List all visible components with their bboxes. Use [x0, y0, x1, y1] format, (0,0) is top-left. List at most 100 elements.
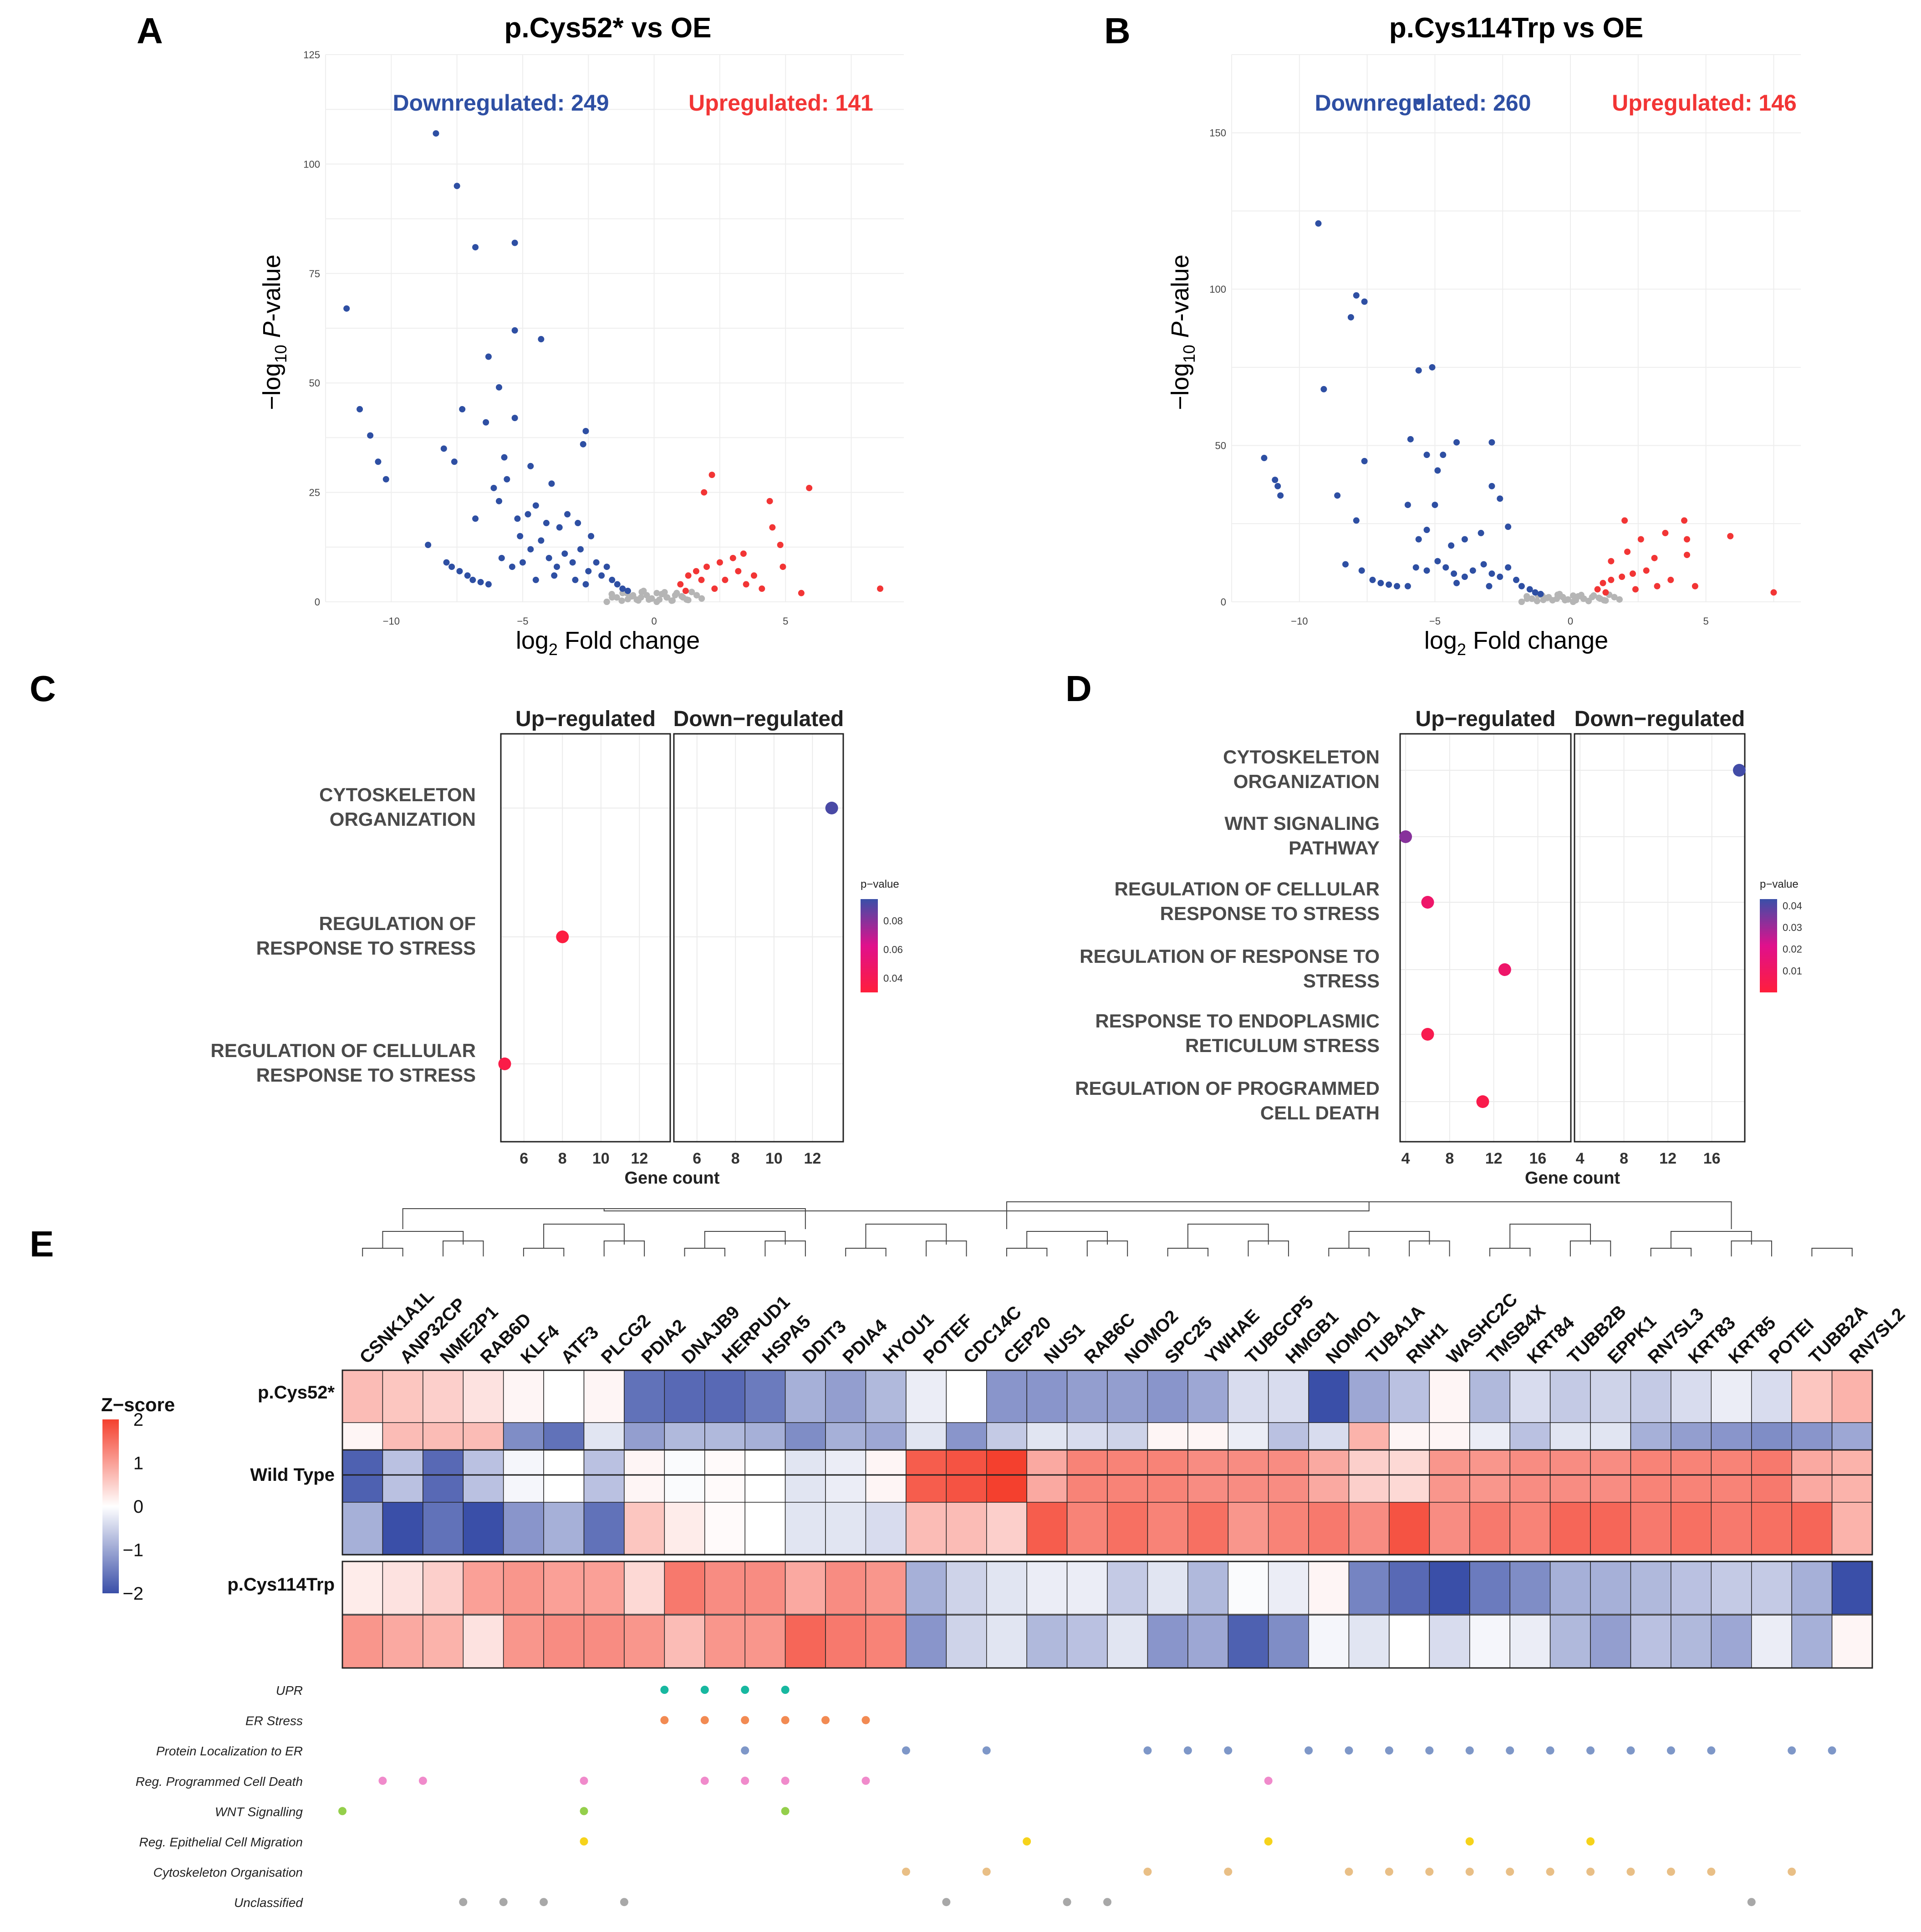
y-tick-label: 50: [1215, 440, 1226, 452]
enrichment-point: [1732, 764, 1746, 777]
down-point: [1423, 567, 1430, 574]
down-point: [556, 524, 563, 531]
ns-point: [683, 596, 690, 603]
x-tick-label: 12: [804, 1150, 821, 1167]
down-point: [585, 568, 592, 575]
up-point: [677, 581, 684, 588]
volcano-b-title: p.Cys114Trp vs OE: [1389, 12, 1643, 44]
heatmap-cell: [744, 1615, 786, 1668]
heatmap-cell: [624, 1502, 665, 1556]
annotation-dot: [620, 1898, 628, 1907]
down-point: [1432, 502, 1438, 508]
down-point: [1277, 492, 1284, 499]
heatmap-cell: [503, 1502, 544, 1556]
down-point: [1386, 581, 1392, 588]
down-point: [1478, 529, 1484, 536]
annotation-dot: [580, 1837, 588, 1846]
down-point: [527, 463, 534, 469]
dendrogram-branch: [1187, 1224, 1269, 1248]
up-point: [798, 590, 805, 596]
annotation-row-label: Reg. Epithelial Cell Migration: [139, 1835, 303, 1849]
heatmap-cell: [1751, 1615, 1792, 1668]
x-tick-label: 12: [1659, 1150, 1676, 1167]
down-point: [1415, 367, 1422, 374]
heatmap-cell: [1147, 1561, 1188, 1615]
heatmap-cell: [1308, 1615, 1350, 1668]
up-point: [1594, 586, 1601, 593]
down-point: [1320, 386, 1327, 392]
down-point: [498, 554, 505, 561]
heatmap-cell: [704, 1370, 745, 1424]
annotation-dot: [1264, 1837, 1273, 1846]
heatmap-cell: [1308, 1449, 1350, 1503]
x-tick-label: 8: [558, 1150, 567, 1167]
annotation-dot: [781, 1716, 790, 1724]
x-tick-label: −5: [517, 615, 528, 627]
volcano-b-y-axis-label: −log10 P-value: [1167, 254, 1198, 410]
heatmap-cell: [624, 1449, 665, 1503]
heatmap-cell: [1228, 1370, 1269, 1424]
heatmap-cell: [463, 1449, 504, 1503]
down-point: [609, 576, 616, 583]
annotation-row-label: ER Stress: [245, 1714, 303, 1728]
heatmap-cell: [624, 1615, 665, 1668]
down-point: [485, 353, 492, 360]
down-point: [572, 576, 579, 583]
heatmap-cell: [423, 1615, 464, 1668]
ns-point: [1575, 593, 1582, 600]
down-point: [525, 511, 531, 518]
heatmap-cell: [865, 1370, 907, 1424]
ns-point: [1544, 595, 1551, 601]
down-point: [1448, 542, 1455, 549]
heatmap-cell: [1107, 1615, 1148, 1668]
heatmap-cell: [1590, 1561, 1631, 1615]
dendrogram-branch: [1026, 1231, 1108, 1248]
down-point: [1353, 517, 1360, 524]
down-point: [1369, 576, 1376, 583]
heatmap-cell: [1308, 1502, 1350, 1556]
heatmap-cell: [342, 1502, 383, 1556]
ns-point: [613, 594, 620, 601]
annotation-dot: [942, 1898, 951, 1907]
y-tick-label: 0: [315, 596, 320, 608]
annotation-dot: [1506, 1746, 1514, 1755]
down-point: [472, 515, 479, 522]
heatmap-cell: [986, 1502, 1027, 1556]
x-tick-label: 12: [631, 1150, 648, 1167]
up-point: [1727, 533, 1734, 539]
annotation-dot: [418, 1776, 427, 1785]
annotation-dot: [660, 1716, 669, 1724]
legend-tick-label: 0.06: [883, 944, 903, 955]
heatmap-cell: [1791, 1561, 1833, 1615]
x-tick-label: 4: [1401, 1150, 1410, 1167]
annotation-row-label: WNT Signalling: [215, 1805, 303, 1819]
down-point: [1415, 536, 1422, 543]
annotation-dot: [1345, 1867, 1353, 1876]
volcano-b-x-axis-label: log2 Fold change: [1424, 627, 1608, 659]
up-point: [708, 472, 715, 478]
up-point: [1684, 551, 1690, 558]
down-point: [469, 576, 476, 583]
heatmap-cell: [1228, 1502, 1269, 1556]
heatmap-cell: [1711, 1370, 1752, 1424]
ns-point: [663, 594, 670, 601]
down-point: [1407, 436, 1414, 442]
heatmap-cell: [1308, 1370, 1350, 1424]
heatmap-cell: [1429, 1561, 1470, 1615]
volcano-a-x-axis-label: log2 Fold change: [516, 627, 700, 659]
up-point: [769, 524, 776, 531]
heatmap-cell: [1348, 1370, 1390, 1424]
down-point: [1404, 502, 1411, 508]
zscore-colorbar: [102, 1419, 119, 1593]
down-point: [564, 511, 571, 518]
down-point: [367, 432, 374, 439]
heatmap-group-border: [341, 1449, 1873, 1556]
down-point: [527, 546, 534, 553]
ns-point: [628, 593, 635, 600]
annotation-dot: [1425, 1867, 1434, 1876]
down-point: [343, 305, 350, 312]
heatmap-cell: [1107, 1449, 1148, 1503]
heatmap-cell: [1791, 1615, 1833, 1668]
heatmap-cell: [543, 1615, 585, 1668]
heatmap-cell: [1831, 1502, 1873, 1556]
